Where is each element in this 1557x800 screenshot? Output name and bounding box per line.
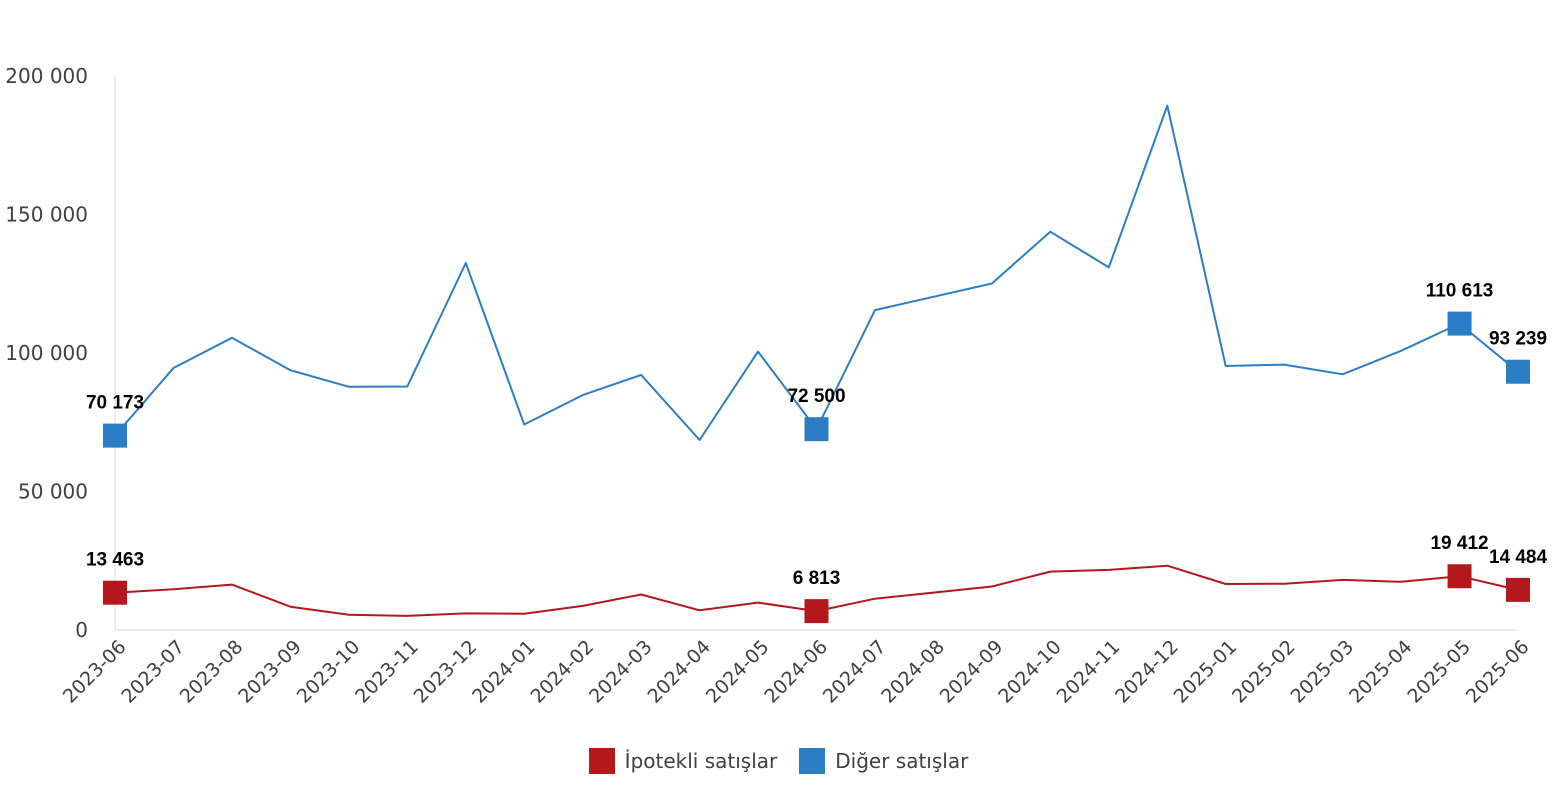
series-lines	[114, 104, 1519, 617]
legend-swatch-ipotekli	[588, 748, 615, 774]
data-marker[interactable]	[1506, 577, 1530, 602]
x-tick-label: 2023-06	[59, 636, 131, 708]
x-tick-label: 2024-04	[643, 636, 715, 708]
x-tick-label: 2024-02	[527, 636, 599, 708]
x-tick-label: 2024-07	[819, 636, 891, 708]
data-label: 70 173	[86, 393, 144, 414]
x-tick-label: 2023-11	[351, 636, 423, 708]
data-label: 14 484	[1489, 547, 1548, 568]
y-tick-label: 0	[75, 618, 88, 642]
data-marker[interactable]	[804, 417, 829, 442]
legend-label-ipotekli: İpotekli satışlar	[624, 749, 778, 773]
data-label: 19 412	[1430, 533, 1488, 554]
data-marker[interactable]	[103, 423, 127, 448]
x-tick-label: 2025-05	[1403, 636, 1475, 708]
x-tick-label: 2024-09	[936, 636, 1008, 708]
data-label: 72 500	[787, 386, 845, 407]
x-tick-label: 2024-01	[468, 636, 540, 708]
x-tick-label: 2024-08	[877, 636, 949, 708]
x-tick-label: 2023-08	[176, 636, 248, 708]
data-marker[interactable]	[804, 599, 829, 624]
x-tick-label: 2025-01	[1170, 636, 1242, 708]
data-label: 93 239	[1489, 329, 1547, 350]
x-tick-label: 2025-03	[1286, 636, 1358, 708]
x-tick-label: 2025-04	[1345, 636, 1417, 708]
data-marker[interactable]	[1447, 311, 1472, 336]
x-tick-label: 2024-12	[1111, 636, 1183, 708]
data-marker[interactable]	[1506, 359, 1530, 384]
legend: İpotekli satışlar Diğer satışlar	[0, 748, 1557, 774]
x-tick-labels: 2023-062023-072023-082023-092023-102023-…	[59, 636, 1534, 708]
x-tick-label: 2023-10	[293, 636, 365, 708]
legend-swatch-diger	[799, 748, 826, 774]
legend-item-diger[interactable]: Diğer satışlar	[799, 748, 968, 774]
data-markers	[103, 311, 1530, 624]
y-tick-label: 150 000	[5, 203, 88, 227]
data-marker[interactable]	[1447, 564, 1472, 589]
x-tick-label: 2024-10	[994, 636, 1066, 708]
legend-label-diger: Diğer satışlar	[835, 749, 969, 773]
data-label: 13 463	[86, 550, 144, 571]
y-tick-label: 100 000	[5, 341, 88, 365]
data-label: 6 813	[793, 568, 841, 589]
legend-item-ipotekli[interactable]: İpotekli satışlar	[588, 748, 778, 774]
data-marker[interactable]	[103, 580, 127, 605]
data-label: 110 613	[1426, 281, 1494, 302]
x-tick-label: 2023-07	[117, 636, 189, 708]
y-tick-labels: 0 50 000 100 000 150 000 200 000	[5, 64, 88, 642]
x-tick-label: 2024-11	[1053, 636, 1125, 708]
y-tick-label: 50 000	[18, 480, 88, 504]
x-tick-label: 2025-02	[1228, 636, 1300, 708]
y-tick-label: 200 000	[5, 64, 88, 88]
x-tick-label: 2024-03	[585, 636, 657, 708]
x-tick-label: 2024-05	[702, 636, 774, 708]
x-tick-label: 2024-06	[760, 636, 832, 708]
x-tick-label: 2023-09	[234, 636, 306, 708]
x-tick-label: 2025-06	[1462, 636, 1534, 708]
x-tick-label: 2023-12	[410, 636, 482, 708]
